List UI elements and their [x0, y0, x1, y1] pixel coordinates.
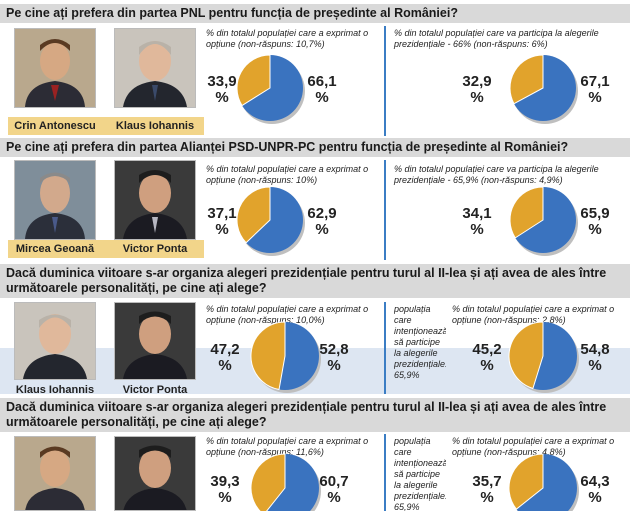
pie-shadow	[239, 58, 305, 124]
pie-value-label: 65,9 %	[580, 205, 610, 238]
divider	[384, 160, 386, 260]
portrait-victor-ponta	[114, 160, 196, 240]
pie-shadow	[253, 457, 321, 511]
portrait-mircea-geoana	[14, 160, 96, 240]
pie-note: % din totalul populației care a exprimat…	[452, 436, 615, 457]
candidate-name: Klaus Iohannis	[15, 384, 95, 396]
pie-shadow	[512, 190, 578, 256]
pie-value-label: 35,7 %	[472, 473, 502, 506]
candidate-name: Crin Antonescu	[14, 120, 96, 132]
pie-value-label: 37,1 %	[207, 205, 237, 238]
pie-value-label: 64,3 %	[580, 473, 610, 506]
pie-note: % din totalul populației care a exprimat…	[206, 436, 369, 457]
side-note: populația care intenționează să particip…	[394, 436, 446, 511]
pie-value-label: 32,9 %	[462, 73, 492, 106]
divider	[384, 302, 386, 394]
candidate-name: Victor Ponta	[122, 384, 188, 396]
question-3: Dacă duminica viitoare s-ar organiza ale…	[0, 264, 630, 298]
portrait-victor-ponta	[114, 302, 196, 380]
portrait-crin-antonescu	[14, 28, 96, 108]
pie-value-label: 62,9 %	[307, 205, 337, 238]
pie-slice-crin-antonescu	[509, 54, 544, 105]
question-1: Pe cine ați prefera din partea PNL pentr…	[0, 4, 630, 23]
pie-slice-klaus-iohannis	[510, 55, 576, 121]
pie-value-label: 47,2 %	[210, 341, 240, 374]
portrait-crin-antonescu	[14, 436, 96, 511]
pie-slice-crin-antonescu	[250, 453, 286, 511]
pie-slice-mircea-geoan-	[509, 186, 544, 239]
question-4: Dacă duminica viitoare s-ar organiza ale…	[0, 398, 630, 432]
portrait-victor-ponta	[114, 436, 196, 511]
pie-value-label: 33,9 %	[207, 73, 237, 106]
divider	[384, 434, 386, 511]
portrait-klaus-iohannis	[14, 302, 96, 380]
pie-slice-victor-ponta	[509, 454, 577, 511]
side-note: populația care intenționează să particip…	[394, 304, 446, 380]
pie-value-label: 39,3 %	[210, 473, 240, 506]
pie-shadow	[239, 190, 305, 256]
pie-slice-crin-antonescu	[508, 453, 544, 510]
pie-shadow	[512, 58, 578, 124]
pie-shadow	[511, 457, 579, 511]
pie-value-label: 52,8 %	[319, 341, 349, 374]
pie-note: % din totalul populației care a exprimat…	[452, 304, 615, 325]
pie-value-label: 45,2 %	[472, 341, 502, 374]
pie-slice-victor-ponta	[510, 187, 576, 253]
question-2: Pe cine ați prefera din partea Alianței …	[0, 138, 630, 157]
pie-note: % din totalul populației care va partici…	[394, 28, 599, 49]
pie-note: % din totalul populației care a exprimat…	[206, 164, 369, 185]
candidate-name: Victor Ponta	[122, 243, 188, 255]
pie-note: % din totalul populației care a exprimat…	[206, 28, 369, 49]
pie-value-label: 60,7 %	[319, 473, 349, 506]
namebar-2	[8, 240, 204, 258]
pie-slice-victor-ponta	[237, 187, 303, 253]
candidate-name: Klaus Iohannis	[115, 120, 195, 132]
pie-value-label: 67,1 %	[580, 73, 610, 106]
candidate-name: Mircea Geoană	[15, 243, 95, 255]
namebar-1	[8, 117, 204, 135]
pie-value-label: 34,1 %	[462, 205, 492, 238]
pie-slice-victor-ponta	[251, 454, 319, 511]
pie-value-label: 66,1 %	[307, 73, 337, 106]
pie-note: % din totalul populației care a exprimat…	[206, 304, 369, 325]
pie-slice-klaus-iohannis	[237, 55, 303, 121]
divider	[384, 26, 386, 136]
portrait-klaus-iohannis	[114, 28, 196, 108]
pie-value-label: 54,8 %	[580, 341, 610, 374]
pie-note: % din totalul populației care va partici…	[394, 164, 599, 185]
